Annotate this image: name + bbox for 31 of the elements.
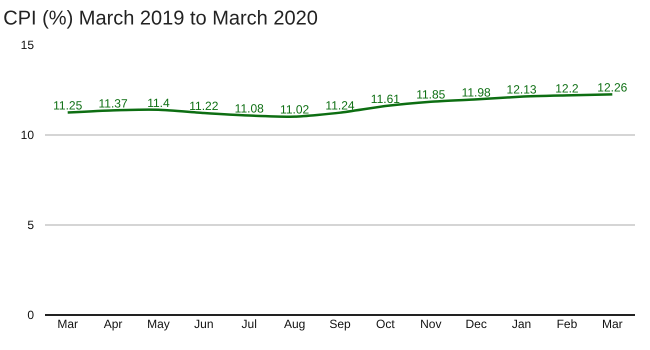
data-label: 11.85 [416,88,446,102]
x-tick-label: Feb [556,317,578,331]
x-tick-label: Aug [284,317,306,331]
x-tick-label: Jun [194,317,214,331]
x-tick-label: Nov [420,317,442,331]
data-label: 12.26 [597,80,628,94]
y-tick-label: 10 [20,128,34,142]
x-tick-label: Apr [104,317,122,331]
x-tick-label: Mar [602,317,623,331]
data-label: 11.4 [147,96,170,110]
x-tick-label: Jan [512,317,532,331]
x-tick-label: Jul [242,317,257,331]
chart-title: CPI (%) March 2019 to March 2020 [3,8,318,30]
data-label: 11.98 [462,85,492,100]
x-tick-label: Oct [376,317,396,331]
data-label: 11.25 [53,98,83,112]
y-tick-label: 5 [27,218,34,232]
data-label: 11.61 [370,92,400,106]
data-label: 11.37 [98,96,128,110]
y-tick-label: 0 [27,308,34,322]
data-label: 11.24 [325,98,355,113]
data-label: 11.08 [234,102,264,116]
x-tick-label: May [147,317,170,331]
x-tick-label: Dec [465,317,487,331]
data-label: 11.02 [280,102,310,117]
y-tick-label: 15 [20,38,34,52]
x-tick-label: Sep [329,317,351,331]
data-label: 12.2 [555,81,579,96]
data-label: 12.13 [506,82,537,97]
data-label: 11.22 [189,99,219,114]
x-tick-label: Mar [57,317,78,331]
